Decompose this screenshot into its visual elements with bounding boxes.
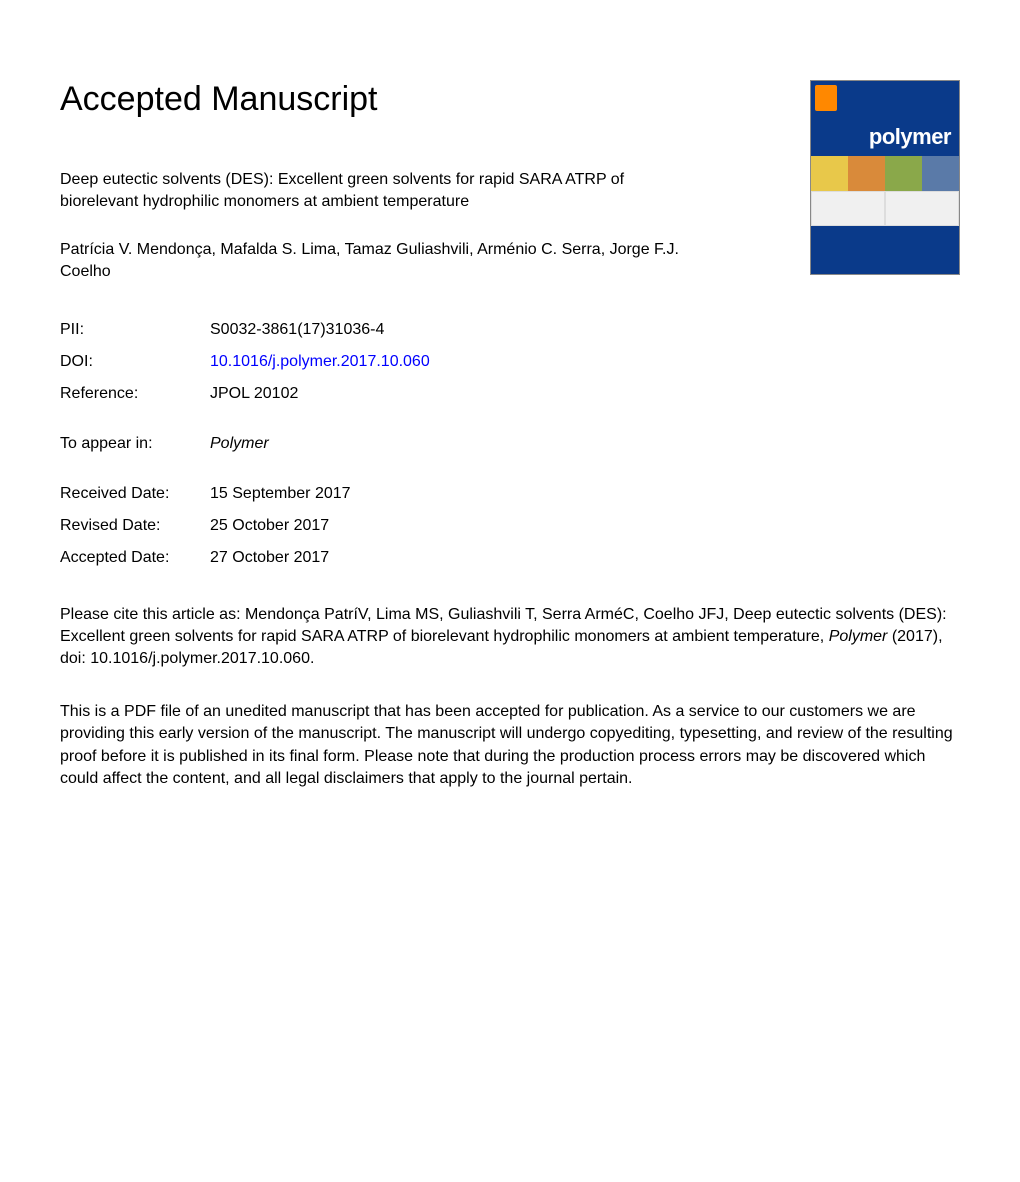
- meta-row-pii: PII: S0032-3861(17)31036-4: [60, 314, 960, 346]
- meta-label: Accepted Date:: [60, 542, 210, 574]
- metadata-table: PII: S0032-3861(17)31036-4 DOI: 10.1016/…: [60, 314, 960, 574]
- cover-tile: [811, 191, 885, 226]
- cover-header: polymer: [811, 81, 959, 156]
- meta-label: Received Date:: [60, 478, 210, 510]
- meta-value-journal: Polymer: [210, 428, 269, 460]
- article-title: Deep eutectic solvents (DES): Excellent …: [60, 169, 700, 214]
- meta-label: DOI:: [60, 346, 210, 378]
- meta-row-reference: Reference: JPOL 20102: [60, 378, 960, 410]
- meta-label: To appear in:: [60, 428, 210, 460]
- doi-link[interactable]: 10.1016/j.polymer.2017.10.060: [210, 346, 430, 378]
- cover-artwork: [811, 156, 959, 226]
- citation-journal: Polymer: [829, 628, 888, 645]
- cover-tile: [922, 156, 959, 191]
- meta-value-revised: 25 October 2017: [210, 510, 329, 542]
- publisher-badge-icon: [815, 85, 837, 111]
- meta-value-accepted: 27 October 2017: [210, 542, 329, 574]
- meta-row-doi: DOI: 10.1016/j.polymer.2017.10.060: [60, 346, 960, 378]
- citation-text: Please cite this article as: Mendonça Pa…: [60, 604, 960, 671]
- meta-label: PII:: [60, 314, 210, 346]
- meta-label: Revised Date:: [60, 510, 210, 542]
- cover-tile: [848, 156, 885, 191]
- cover-tile: [811, 156, 848, 191]
- meta-value-pii: S0032-3861(17)31036-4: [210, 314, 384, 346]
- meta-label: Reference:: [60, 378, 210, 410]
- meta-row-received: Received Date: 15 September 2017: [60, 478, 960, 510]
- cover-tile: [885, 156, 922, 191]
- meta-row-appear: To appear in: Polymer: [60, 428, 960, 460]
- cover-footer: [811, 226, 959, 274]
- cover-tile: [885, 191, 959, 226]
- article-authors: Patrícia V. Mendonça, Mafalda S. Lima, T…: [60, 239, 700, 284]
- journal-cover-thumbnail: polymer: [810, 80, 960, 275]
- meta-value-received: 15 September 2017: [210, 478, 351, 510]
- meta-row-revised: Revised Date: 25 October 2017: [60, 510, 960, 542]
- meta-value-reference: JPOL 20102: [210, 378, 298, 410]
- meta-row-accepted: Accepted Date: 27 October 2017: [60, 542, 960, 574]
- cover-journal-name: polymer: [869, 124, 951, 150]
- disclaimer-text: This is a PDF file of an unedited manusc…: [60, 701, 960, 791]
- citation-prefix: Please cite this article as: Mendonça Pa…: [60, 606, 947, 645]
